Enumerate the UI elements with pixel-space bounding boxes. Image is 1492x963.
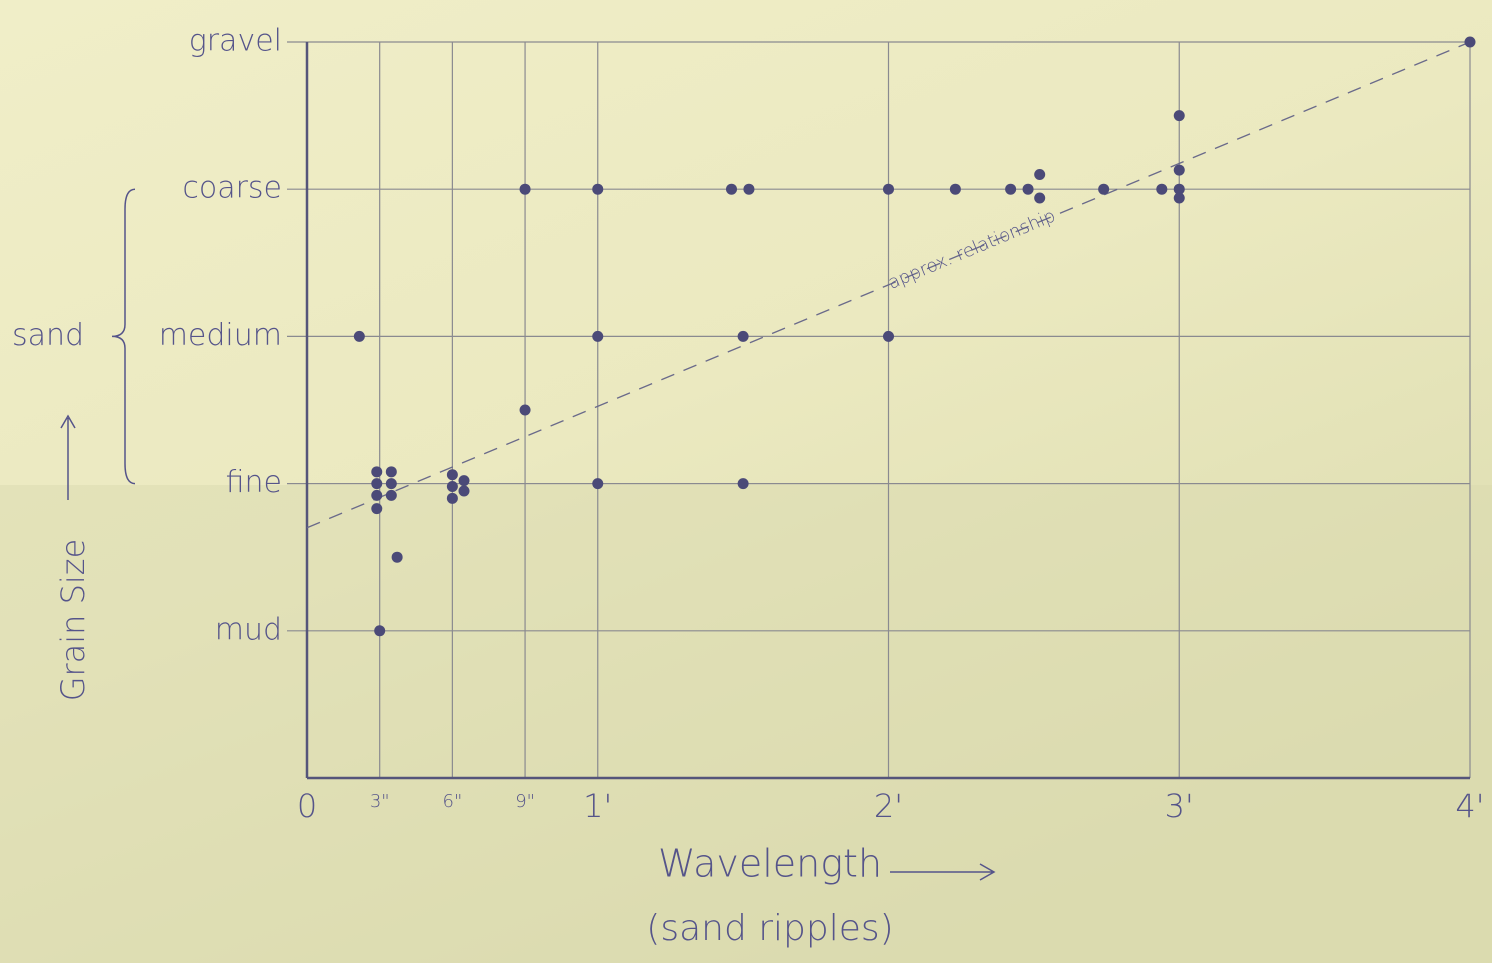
x-axis-sublabel: (sand ripples) [646,908,893,949]
x-tick-label: 0 [297,787,317,825]
data-point [1034,193,1045,204]
data-point [386,466,397,477]
data-point [592,478,603,489]
data-point [883,331,894,342]
data-point [386,490,397,501]
data-point [950,184,961,195]
data-point [447,481,458,492]
x-tick-label: 4' [1455,787,1484,825]
data-point [371,478,382,489]
data-point [1174,193,1185,204]
x-tick-label: 1' [583,787,612,825]
data-point [592,184,603,195]
data-point [1156,184,1167,195]
y-tick-label: medium [159,318,282,353]
data-point [1005,184,1016,195]
y-tick-label: coarse [182,171,282,206]
paper-fold [0,485,1492,963]
y-axis-label: Grain Size [54,539,92,702]
x-tick-label: 3' [1165,787,1194,825]
y-tick-label: mud [215,612,282,647]
data-point [1174,110,1185,121]
data-point [1098,184,1109,195]
data-point [386,478,397,489]
data-point [447,469,458,480]
data-point [1023,184,1034,195]
data-point [738,478,749,489]
data-point [1034,169,1045,180]
data-point [726,184,737,195]
y-tick-label: fine [226,465,282,500]
data-point [459,475,470,486]
x-tick-label: 6" [443,791,463,812]
data-point [743,184,754,195]
data-point [1174,165,1185,176]
data-point [371,466,382,477]
data-point [738,331,749,342]
bracket-label: sand [12,318,84,353]
x-axis-label: Wavelength [658,842,882,886]
data-point [392,552,403,563]
chart: Grain Size Wavelength (sand ripples) mud… [0,0,1492,963]
data-point [354,331,365,342]
data-point [371,503,382,514]
data-point [1465,37,1476,48]
data-point [447,493,458,504]
data-point [520,405,531,416]
data-point [883,184,894,195]
x-tick-label: 2' [874,787,903,825]
x-tick-label: 9" [515,791,535,812]
data-point [520,184,531,195]
data-point [371,490,382,501]
data-point [459,485,470,496]
data-point [374,625,385,636]
y-tick-label: gravel [189,24,282,59]
page: Grain Size Wavelength (sand ripples) mud… [0,0,1492,963]
x-tick-label: 3" [370,791,390,812]
data-point [592,331,603,342]
